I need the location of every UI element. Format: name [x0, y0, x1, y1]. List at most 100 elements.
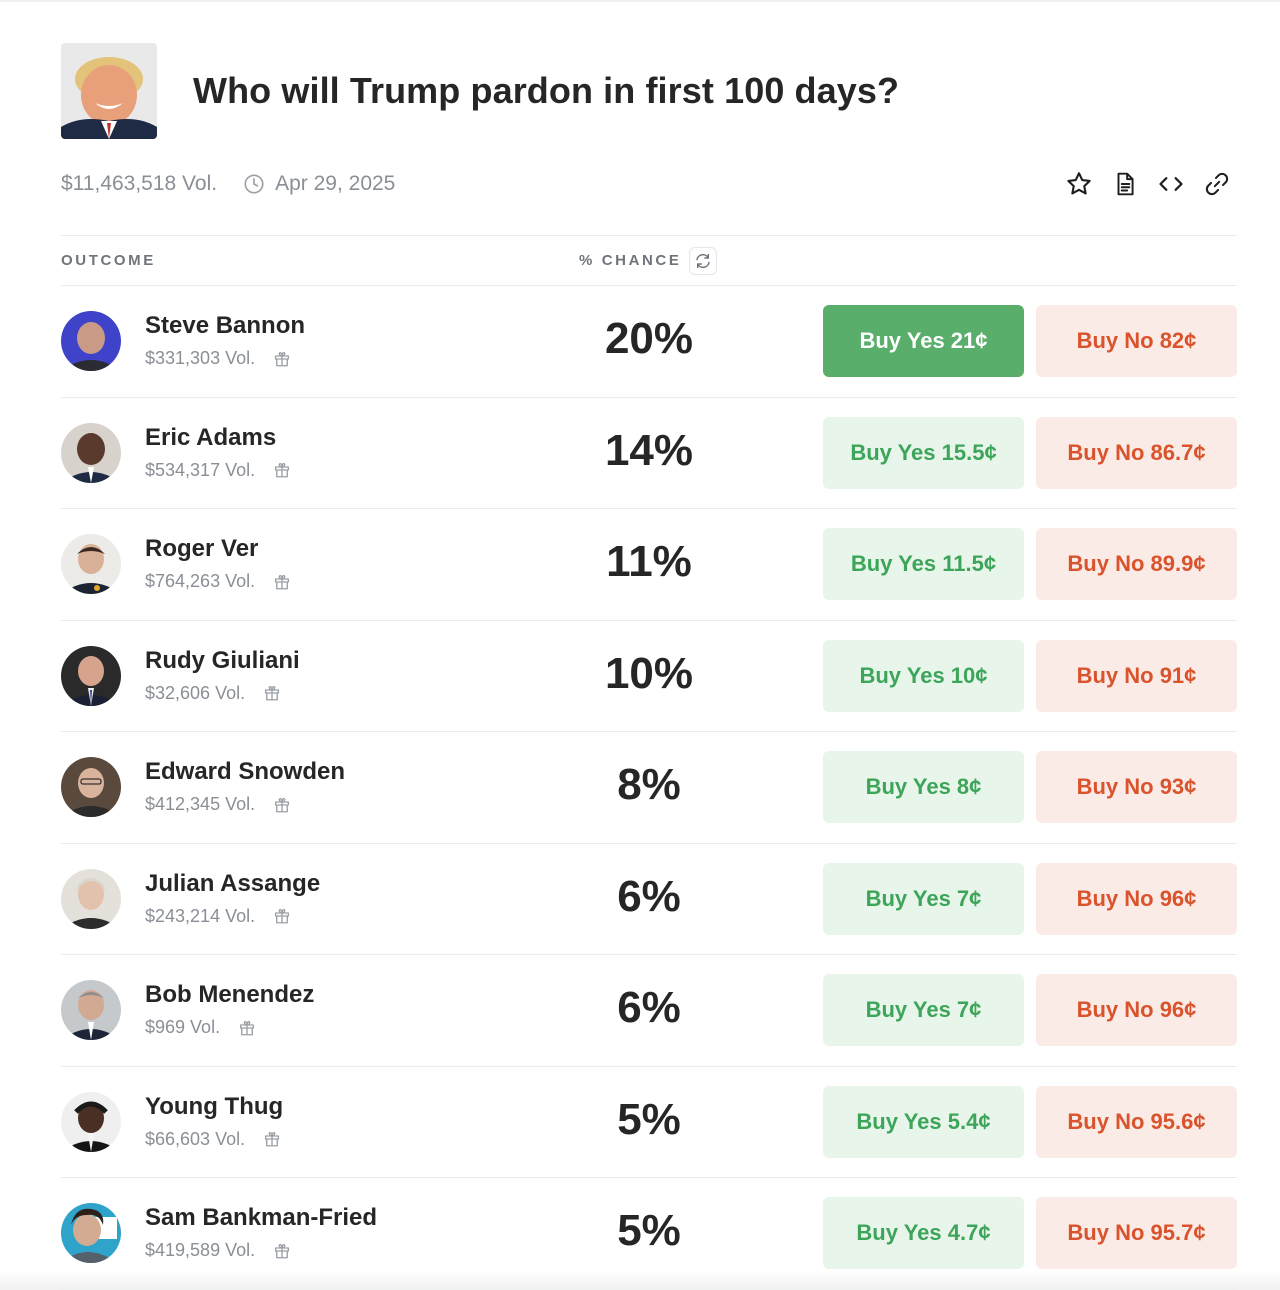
- link-icon: [1205, 172, 1229, 196]
- clock-icon: [244, 174, 264, 194]
- buy-no-button[interactable]: Buy No 91¢: [1036, 639, 1237, 712]
- buy-no-button[interactable]: Buy No 86.7¢: [1036, 416, 1237, 489]
- market-header: Who will Trump pardon in first 100 days?: [61, 43, 1237, 139]
- outcome-meta: $412,345 Vol.: [145, 794, 291, 815]
- gift-icon[interactable]: [273, 1242, 291, 1260]
- outcome-meta: $969 Vol.: [145, 1017, 256, 1038]
- outcome-row: Eric Adams $534,317 Vol. 14% Buy Yes 15.…: [61, 398, 1237, 509]
- outcome-name[interactable]: Young Thug: [145, 1092, 284, 1120]
- outcome-avatar: [61, 757, 121, 817]
- outcome-volume: $764,263 Vol.: [145, 571, 256, 591]
- gift-icon[interactable]: [273, 350, 291, 368]
- gift-icon[interactable]: [273, 573, 291, 591]
- outcome-avatar: [61, 645, 121, 706]
- end-date-text: Apr 29, 2025: [275, 172, 396, 195]
- buy-yes-button[interactable]: Buy Yes 10¢: [823, 639, 1024, 712]
- outcome-meta: $66,603 Vol.: [145, 1129, 281, 1150]
- chance-column-header: % CHANCE: [579, 252, 682, 269]
- outcome-meta: $331,303 Vol.: [145, 348, 291, 369]
- outcome-row: Young Thug $66,603 Vol. 5% Buy Yes 5.4¢ …: [61, 1067, 1237, 1178]
- gift-icon[interactable]: [273, 907, 291, 925]
- outcomes-table: OUTCOME % CHANCE Steve Bannon $331,303 V…: [61, 235, 1237, 1290]
- outcome-chance: 6%: [617, 983, 681, 1032]
- outcome-row: Bob Menendez $969 Vol. 6% Buy Yes 7¢ Buy…: [61, 955, 1237, 1067]
- outcome-name[interactable]: Steve Bannon: [145, 312, 306, 339]
- gift-icon[interactable]: [273, 796, 291, 814]
- outcome-volume: $412,345 Vol.: [145, 794, 256, 814]
- buy-yes-button[interactable]: Buy Yes 7¢: [823, 862, 1024, 935]
- outcome-volume: $243,214 Vol.: [145, 905, 256, 926]
- outcome-meta: $764,263 Vol.: [145, 571, 291, 592]
- buy-yes-button[interactable]: Buy Yes 15.5¢: [823, 416, 1024, 489]
- buy-no-button[interactable]: Buy No 96¢: [1036, 862, 1237, 935]
- outcome-avatar: [61, 534, 121, 594]
- outcome-meta: $534,317 Vol.: [145, 460, 291, 481]
- outcome-name[interactable]: Bob Menendez: [145, 981, 315, 1008]
- buy-no-button[interactable]: Buy No 89.9¢: [1036, 528, 1237, 600]
- buy-yes-button[interactable]: Buy Yes 11.5¢: [823, 528, 1024, 600]
- outcome-avatar: [61, 980, 121, 1040]
- market-image: [61, 43, 157, 139]
- market-volume: $11,463,518 Vol.: [61, 172, 218, 195]
- buy-no-button[interactable]: Buy No 95.7¢: [1036, 1197, 1237, 1269]
- outcome-avatar: [61, 1203, 121, 1263]
- outcome-chance: 11%: [606, 537, 692, 586]
- bottom-fade: [0, 1270, 1280, 1290]
- buy-no-button[interactable]: Buy No 82¢: [1036, 305, 1237, 377]
- refresh-icon: [696, 253, 711, 268]
- outcome-chance: 6%: [617, 871, 681, 921]
- chance-column-header-wrap: % CHANCE: [579, 246, 718, 275]
- table-header: OUTCOME % CHANCE: [61, 235, 1237, 286]
- outcome-volume: $534,317 Vol.: [145, 459, 256, 480]
- buy-no-button[interactable]: Buy No 95.6¢: [1036, 1085, 1237, 1158]
- embed-button[interactable]: [1157, 170, 1185, 198]
- outcome-name[interactable]: Edward Snowden: [145, 758, 346, 785]
- outcome-chance: 8%: [617, 760, 681, 809]
- outcome-meta: $243,214 Vol.: [145, 906, 291, 927]
- outcome-name[interactable]: Julian Assange: [145, 869, 321, 897]
- outcome-column-header: OUTCOME: [61, 252, 156, 269]
- buy-yes-button[interactable]: Buy Yes 7¢: [823, 974, 1024, 1046]
- market-title: Who will Trump pardon in first 100 days?: [193, 70, 900, 111]
- outcome-row: Rudy Giuliani $32,606 Vol. 10% Buy Yes 1…: [61, 621, 1237, 732]
- outcome-chance: 10%: [604, 648, 694, 698]
- buy-no-button[interactable]: Buy No 96¢: [1036, 974, 1237, 1046]
- outcome-chance: 20%: [604, 314, 694, 363]
- buy-yes-button[interactable]: Buy Yes 5.4¢: [823, 1085, 1024, 1158]
- outcome-row: Steve Bannon $331,303 Vol. 20% Buy Yes 2…: [61, 286, 1237, 398]
- copy-link-button[interactable]: [1203, 170, 1231, 198]
- outcome-volume: $969 Vol.: [145, 1017, 221, 1037]
- outcome-avatar: [61, 868, 121, 929]
- buy-yes-button[interactable]: Buy Yes 21¢: [823, 305, 1024, 377]
- outcome-row: Edward Snowden $412,345 Vol. 8% Buy Yes …: [61, 732, 1237, 844]
- outcome-name[interactable]: Sam Bankman-Fried: [145, 1204, 378, 1231]
- outcome-name[interactable]: Eric Adams: [145, 423, 277, 451]
- buy-no-button[interactable]: Buy No 93¢: [1036, 751, 1237, 823]
- outcome-volume: $419,589 Vol.: [145, 1240, 256, 1260]
- gift-icon[interactable]: [238, 1019, 256, 1037]
- star-icon: [1067, 172, 1091, 195]
- gift-icon[interactable]: [273, 461, 291, 479]
- outcome-avatar: [61, 422, 121, 483]
- outcome-volume: $66,603 Vol.: [145, 1128, 246, 1149]
- outcome-chance: 5%: [617, 1094, 681, 1144]
- favorite-button[interactable]: [1065, 170, 1093, 198]
- outcome-chance: 14%: [604, 425, 694, 475]
- outcome-name[interactable]: Rudy Giuliani: [145, 646, 300, 674]
- buy-yes-button[interactable]: Buy Yes 4.7¢: [823, 1197, 1024, 1269]
- outcome-meta: $419,589 Vol.: [145, 1240, 291, 1261]
- outcome-volume: $331,303 Vol.: [145, 348, 256, 368]
- buy-yes-button[interactable]: Buy Yes 8¢: [823, 751, 1024, 823]
- top-divider: [0, 0, 1280, 2]
- market-actions: [1065, 170, 1231, 198]
- code-icon: [1159, 177, 1183, 191]
- outcome-avatar: [61, 311, 121, 371]
- gift-icon[interactable]: [263, 684, 281, 702]
- refresh-button[interactable]: [689, 246, 718, 275]
- outcome-chance: 5%: [617, 1206, 681, 1255]
- outcome-row: Roger Ver $764,263 Vol. 11% Buy Yes 11.5…: [61, 509, 1237, 621]
- document-icon: [1117, 172, 1134, 196]
- outcome-name[interactable]: Roger Ver: [145, 535, 259, 562]
- rules-button[interactable]: [1111, 170, 1139, 198]
- gift-icon[interactable]: [263, 1130, 281, 1148]
